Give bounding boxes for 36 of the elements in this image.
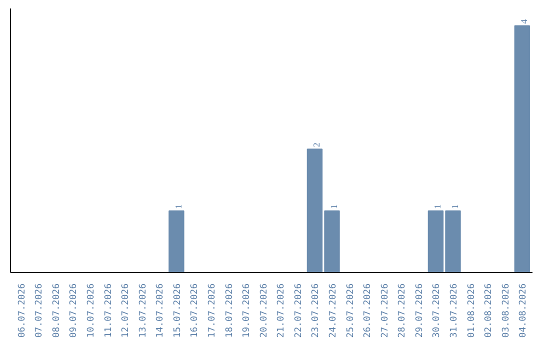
data-label: 2 <box>312 142 322 148</box>
data-label: 1 <box>450 204 460 209</box>
data-label: 1 <box>328 204 339 209</box>
x-tick-label: 18.07.2026 <box>224 283 235 338</box>
x-tick-label: 17.07.2026 <box>208 283 218 338</box>
x-tick-label: 19.07.2026 <box>242 283 252 338</box>
x-tick-label: 26.07.2026 <box>363 283 374 338</box>
x-tick-label: 14.07.2026 <box>156 283 166 338</box>
x-tick-label: 31.07.2026 <box>449 283 460 338</box>
x-tick-label: 16.07.2026 <box>190 283 200 338</box>
x-tick-label: 24.07.2026 <box>328 283 338 338</box>
x-tick-label: 09.07.2026 <box>69 283 80 338</box>
x-tick-label: 11.07.2026 <box>104 283 114 338</box>
data-label: 1 <box>432 204 443 209</box>
x-tick-label: 12.07.2026 <box>121 283 132 338</box>
x-tick-label: 06.07.2026 <box>17 283 28 338</box>
data-label: 4 <box>519 18 530 24</box>
x-tick-label: 29.07.2026 <box>414 283 425 338</box>
x-tick-label: 02.08.2026 <box>484 283 494 338</box>
x-tick-label: 20.07.2026 <box>259 283 270 338</box>
x-tick-label: 13.07.2026 <box>138 283 148 338</box>
x-tick-label: 28.07.2026 <box>398 283 408 338</box>
x-tick-label: 08.07.2026 <box>52 283 62 338</box>
x-tick-label: 01.08.2026 <box>466 283 477 338</box>
x-tick-label: 22.07.2026 <box>294 283 304 338</box>
data-label: 1 <box>173 204 184 209</box>
x-tick-label: 25.07.2026 <box>346 283 356 338</box>
x-tick-label: 03.08.2026 <box>501 283 512 338</box>
x-tick-label: 27.07.2026 <box>380 283 390 338</box>
x-tick-label: 07.07.2026 <box>34 283 45 338</box>
x-tick-label: 15.07.2026 <box>172 283 183 338</box>
x-tick-label: 30.07.2026 <box>432 283 442 338</box>
x-tick-label: 23.07.2026 <box>311 283 322 338</box>
x-tick-label: 21.07.2026 <box>276 283 287 338</box>
x-tick-label: 10.07.2026 <box>86 283 97 338</box>
x-tick-label: 04.08.2026 <box>518 283 529 338</box>
